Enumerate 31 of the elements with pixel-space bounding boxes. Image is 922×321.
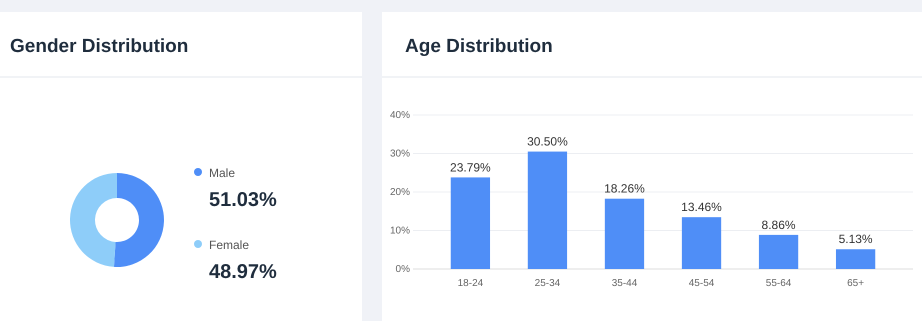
data-label: 18.26% (604, 182, 646, 196)
y-tick-label: 30% (390, 148, 410, 160)
y-tick-label: 10% (390, 226, 410, 237)
bar (528, 152, 568, 269)
data-label: 5.13% (838, 232, 873, 246)
data-label: 51.03% (209, 189, 278, 211)
legend-label: Female (209, 238, 250, 252)
bar (604, 198, 644, 269)
x-tick-label: 18-24 (458, 278, 484, 290)
data-label: 48.97% (209, 261, 278, 283)
y-tick-label: 0% (396, 264, 410, 276)
x-tick-label: 55-64 (766, 278, 792, 290)
x-tick-label: 65+ (847, 278, 864, 290)
y-tick-label: 40% (390, 110, 410, 122)
x-tick-label: 45-54 (688, 278, 715, 290)
x-tick-label: 35-44 (612, 278, 638, 290)
bar (836, 249, 876, 269)
data-label: 30.50% (527, 134, 568, 149)
donut-slice (70, 173, 117, 267)
legend-label: Male (209, 166, 236, 180)
data-label: 23.79% (450, 160, 492, 174)
donut-slice (114, 173, 164, 267)
x-tick-label: 25-34 (534, 278, 561, 290)
data-label: 13.46% (681, 200, 722, 214)
bar (450, 177, 490, 269)
y-tick-label: 20% (390, 187, 410, 198)
chart-title: Gender Distribution (10, 36, 188, 57)
bar (682, 217, 722, 269)
data-label: 8.86% (762, 218, 796, 232)
bar (758, 234, 798, 269)
chart-title: Age Distribution (405, 36, 553, 57)
